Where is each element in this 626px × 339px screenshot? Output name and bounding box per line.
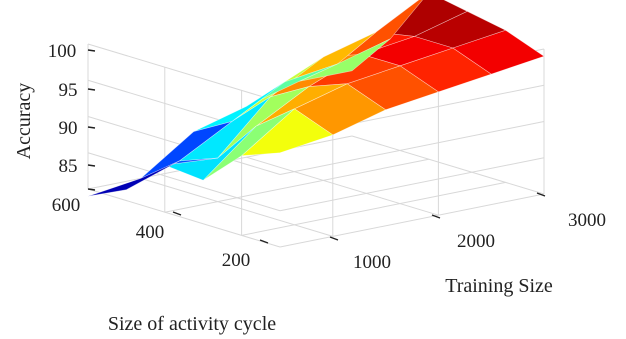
z-tick-label-90: 90 [59,118,78,139]
x-axis-tick [431,214,441,219]
z-tick-label-100: 100 [48,41,77,62]
axis-ticks [87,49,546,244]
grid-line-floor-x [140,177,333,237]
z-axis-tick [87,49,96,52]
x-tick-label-3000: 3000 [568,210,606,231]
y-tick-label-200: 200 [222,250,251,271]
y-tick-label-600: 600 [52,195,81,216]
surface-patch [87,160,180,197]
z-axis-tick [87,126,96,129]
grid-line-back-wall-z [87,43,281,103]
x-tick-label-1000: 1000 [353,252,391,273]
x-axis-title: Training Size [445,275,553,297]
grid-line-back-wall-z [87,188,281,248]
grid-line-floor-x [246,156,439,216]
grid-line-floor-y [164,158,429,213]
grid-line-side-wall-z [279,193,545,248]
z-tick-label-85: 85 [59,156,78,177]
grid-lines [87,43,545,248]
surface-plot [87,0,545,197]
x-axis-tick [536,192,546,197]
x-axis-tick [329,236,339,241]
y-tick-label-400: 400 [136,222,165,243]
z-tick-label-95: 95 [59,80,78,101]
y-axis-title: Size of activity cycle [108,313,276,335]
grid-line-back-wall-z [87,152,281,212]
y-axis-tick [172,211,182,216]
z-axis-tick [87,188,96,191]
grid-line-side-wall-z [279,157,545,212]
z-axis-tick [87,164,96,167]
y-axis-tick [259,239,269,244]
z-axis-tick [87,88,96,91]
z-axis-title: Accuracy [13,83,35,160]
grid-line-floor-x [351,135,545,195]
grid-line-floor-y [241,181,506,236]
x-tick-label-2000: 2000 [457,231,495,252]
grid-line-side-wall-z [279,121,545,175]
